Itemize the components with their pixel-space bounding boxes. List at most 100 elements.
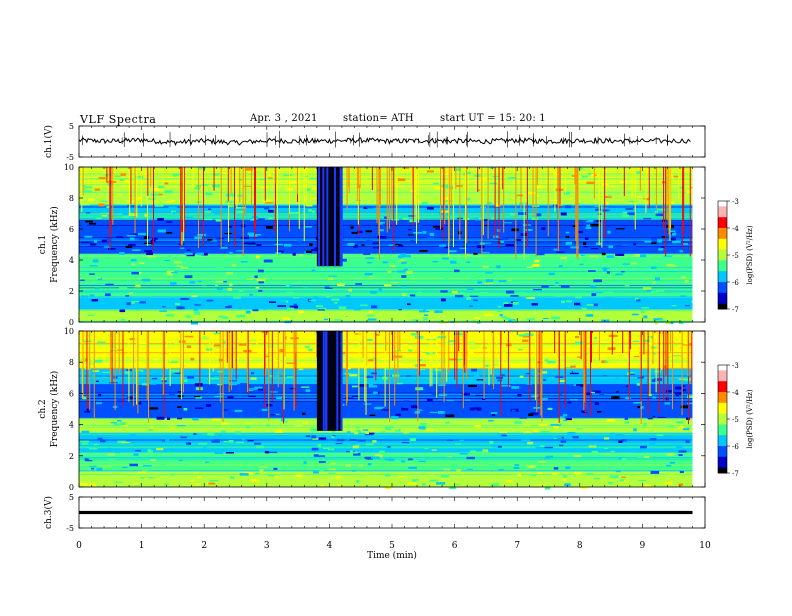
- spectrogram-spike: [667, 331, 669, 402]
- spectrogram-cell: [678, 427, 686, 429]
- spectrogram-cell: [395, 244, 402, 246]
- colorbar-segment: [718, 393, 727, 397]
- colorbar-segment: [718, 419, 727, 422]
- spectrogram-cell: [164, 182, 169, 185]
- spectrogram-cell: [245, 167, 253, 171]
- spectrogram-cell: [258, 289, 263, 292]
- spectrogram-cell: [605, 453, 611, 455]
- spectrogram-cell: [560, 285, 570, 288]
- spectrogram-spike: [378, 167, 380, 223]
- spectrogram-cell: [606, 255, 614, 258]
- spectrogram-cell: [213, 344, 221, 347]
- spectrogram-line: [79, 432, 693, 434]
- spectrogram-cell: [104, 293, 111, 297]
- spectrogram-line: [79, 425, 693, 427]
- spectrogram-cell: [292, 252, 296, 256]
- spectrogram-cell: [293, 297, 300, 299]
- spectrogram-cell: [465, 197, 471, 201]
- spectrogram-cell: [265, 225, 274, 229]
- spectrogram-cell: [156, 448, 164, 451]
- spectrogram-cell: [600, 209, 610, 212]
- spectrogram-cell: [272, 220, 278, 223]
- spectrogram-spike: [502, 167, 504, 190]
- spectrogram-spike: [443, 167, 445, 242]
- spectrogram-cell: [608, 265, 612, 268]
- spectrogram-cell: [184, 275, 193, 279]
- spectrogram-cell: [234, 431, 241, 434]
- spectrogram-cell: [230, 377, 239, 380]
- colorbar-segment: [718, 408, 727, 411]
- spectrogram-cell: [505, 243, 515, 247]
- spectrogram-cell: [636, 171, 641, 174]
- spectrogram-cell: [328, 462, 336, 465]
- spectrogram-spike: [303, 167, 305, 242]
- spectrogram-cell: [289, 305, 299, 309]
- spectrogram-cell: [370, 291, 378, 294]
- spectrogram-spike: [493, 331, 495, 390]
- spectrogram-cell: [511, 320, 516, 323]
- spectrogram-cell: [419, 250, 428, 252]
- spectrogram-cell: [131, 348, 138, 350]
- spectrogram-cell: [560, 300, 566, 304]
- spectrogram-cell: [402, 217, 409, 220]
- x-tick-label: 9: [640, 541, 646, 551]
- spectrogram-cell: [641, 307, 650, 309]
- spectrogram-cell: [637, 167, 645, 170]
- spectrogram-line: [79, 443, 693, 445]
- spectrogram-cell: [625, 421, 630, 424]
- spectrogram-cell: [501, 384, 511, 387]
- spectrogram-spike: [593, 167, 595, 199]
- spectrogram-spike: [628, 331, 630, 401]
- spectrogram-cell: [426, 338, 436, 341]
- spectrogram-cell: [541, 398, 548, 401]
- spectrogram-cell: [439, 346, 447, 349]
- spectrogram-line: [79, 435, 693, 437]
- spectrogram-cell: [558, 379, 566, 382]
- spectrogram-cell: [101, 298, 106, 301]
- spectrogram-cell: [493, 272, 500, 275]
- spectrogram-cell: [570, 246, 580, 249]
- spectrogram-cell: [652, 396, 657, 399]
- spectrogram-cell: [531, 254, 537, 258]
- spectrogram-cell: [678, 186, 684, 189]
- spectrogram-cell: [556, 251, 565, 253]
- spectrogram-cell: [117, 440, 126, 444]
- spectrogram-cell: [421, 408, 430, 411]
- spectrogram-cell: [278, 301, 287, 304]
- colorbar-segment: [718, 215, 727, 218]
- spectrogram-cell: [639, 254, 646, 258]
- spectrogram-cell: [558, 393, 563, 396]
- spectrogram-cell: [355, 283, 362, 285]
- spectrogram-spike: [665, 167, 667, 256]
- spectrogram-cell: [82, 188, 87, 190]
- spectrogram-spike: [554, 331, 556, 354]
- spectrogram-cell: [400, 460, 406, 463]
- spectrogram-line: [79, 168, 693, 170]
- spectrogram-cell: [150, 193, 159, 196]
- spectrogram-spike: [181, 167, 183, 232]
- y-tick-label: 10: [64, 163, 74, 172]
- spectrogram-cell: [367, 302, 376, 306]
- spectrogram-cell: [359, 464, 363, 467]
- spectrogram-cell: [402, 254, 411, 258]
- spectrogram-line: [79, 447, 693, 449]
- spectrogram-cell: [524, 333, 534, 337]
- spectrogram-cell: [85, 220, 93, 223]
- spectrogram-cell: [135, 175, 144, 178]
- spectrogram-cell: [596, 292, 602, 294]
- spectrogram-cell: [352, 445, 360, 449]
- spectrogram-cell: [603, 437, 610, 440]
- spectrogram-spike: [629, 331, 631, 350]
- spectrogram-cell: [91, 375, 96, 378]
- spectrogram-spike: [459, 167, 461, 240]
- x-tick-label: 4: [327, 541, 333, 551]
- spectrogram-cell: [108, 334, 112, 337]
- spectrogram-spike: [687, 331, 689, 377]
- spectrogram-cell: [519, 416, 527, 419]
- spectrogram-cell: [338, 306, 346, 310]
- spectrogram-cell: [546, 338, 551, 342]
- spectrogram-cell: [551, 316, 561, 320]
- spectrogram-cell: [601, 252, 606, 256]
- spectrogram-spike: [245, 167, 247, 217]
